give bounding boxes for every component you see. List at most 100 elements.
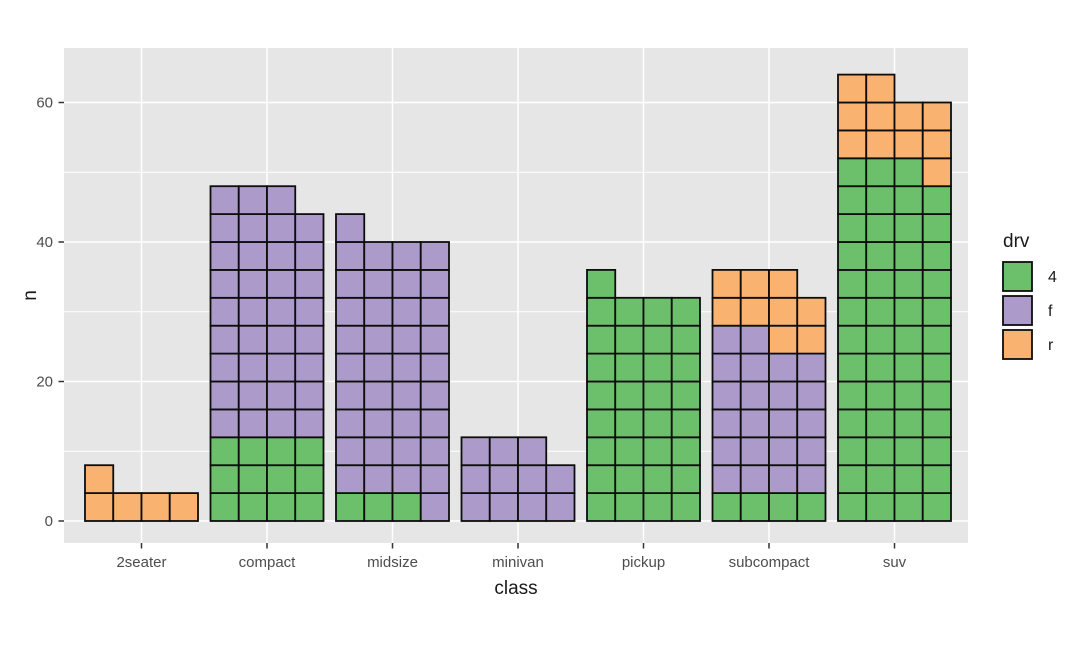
legend-key (1002, 329, 1033, 360)
waffle-square (739, 324, 770, 355)
legend-label: 4 (1048, 269, 1057, 286)
waffle-square (642, 436, 673, 467)
waffle-square (893, 185, 924, 215)
waffle-square (363, 241, 394, 271)
waffle-square (419, 464, 450, 495)
waffle-square (642, 296, 673, 327)
x-tick-label: suv (883, 554, 907, 571)
waffle-square (237, 185, 268, 215)
waffle-square (391, 241, 422, 271)
waffle-square (921, 241, 952, 271)
waffle-square (614, 436, 645, 467)
waffle-square (865, 464, 896, 495)
waffle-square (363, 268, 394, 299)
waffle-square (837, 352, 868, 383)
waffle-square (488, 436, 519, 467)
waffle-square (711, 268, 742, 299)
waffle-square (335, 213, 366, 243)
waffle-square (363, 380, 394, 411)
waffle-square (517, 436, 548, 467)
waffle-square (865, 73, 896, 104)
waffle-square (893, 324, 924, 355)
waffle-square (209, 380, 240, 411)
waffle-square (419, 324, 450, 355)
waffle-square (837, 492, 868, 522)
waffle-square (796, 492, 827, 522)
waffle-square (209, 268, 240, 299)
waffle-square (739, 408, 770, 439)
waffle-square (209, 464, 240, 495)
waffle-square (739, 352, 770, 383)
waffle-square (419, 241, 450, 271)
waffle-square (419, 296, 450, 327)
waffle-square (796, 296, 827, 327)
waffle-square (865, 213, 896, 243)
waffle-square (642, 408, 673, 439)
waffle-square (893, 101, 924, 132)
waffle-square (768, 324, 799, 355)
waffle-square (670, 352, 701, 383)
legend-key (1002, 261, 1033, 292)
waffle-square (266, 324, 297, 355)
waffle-square (893, 352, 924, 383)
waffle-square (335, 352, 366, 383)
waffle-square (294, 352, 325, 383)
waffle-square (865, 492, 896, 522)
waffle-square (865, 101, 896, 132)
waffle-square (711, 492, 742, 522)
waffle-square (768, 492, 799, 522)
waffle-square (893, 129, 924, 160)
waffle-square (335, 436, 366, 467)
waffle-square (865, 157, 896, 188)
waffle-square (294, 296, 325, 327)
waffle-square (893, 157, 924, 188)
waffle-square (335, 268, 366, 299)
x-tick-label: minivan (492, 554, 544, 571)
waffle-square (921, 492, 952, 522)
waffle-square (391, 408, 422, 439)
waffle-square (796, 408, 827, 439)
legend-title: drv (1003, 231, 1030, 252)
waffle-square (865, 408, 896, 439)
waffle-square (363, 408, 394, 439)
waffle-square (209, 492, 240, 522)
waffle-square (363, 492, 394, 522)
waffle-square (586, 464, 617, 495)
waffle-square (545, 492, 576, 522)
waffle-square (335, 296, 366, 327)
waffle-square (335, 241, 366, 271)
waffle-square (768, 436, 799, 467)
waffle-square (460, 492, 491, 522)
waffle-square (237, 241, 268, 271)
waffle-square (670, 464, 701, 495)
waffle-square (586, 352, 617, 383)
waffle-square (865, 436, 896, 467)
waffle-square (391, 492, 422, 522)
y-axis-title: n (20, 290, 41, 301)
waffle-square (614, 408, 645, 439)
waffle-square (893, 380, 924, 411)
waffle-square (419, 352, 450, 383)
waffle-square (865, 296, 896, 327)
waffle-square (586, 296, 617, 327)
waffle-square (768, 380, 799, 411)
waffle-square (237, 352, 268, 383)
waffle-square (209, 296, 240, 327)
waffle-square (266, 185, 297, 215)
waffle-square (391, 436, 422, 467)
waffle-square (768, 352, 799, 383)
bars-layer (84, 73, 952, 522)
waffle-square (266, 296, 297, 327)
waffle-square (419, 268, 450, 299)
waffle-square (391, 464, 422, 495)
waffle-square (921, 101, 952, 132)
waffle-square (865, 241, 896, 271)
x-tick-label: pickup (622, 554, 665, 571)
waffle-square (294, 436, 325, 467)
waffle-square (586, 268, 617, 299)
waffle-square (237, 380, 268, 411)
waffle-square (266, 213, 297, 243)
waffle-square (209, 324, 240, 355)
waffle-square (921, 352, 952, 383)
